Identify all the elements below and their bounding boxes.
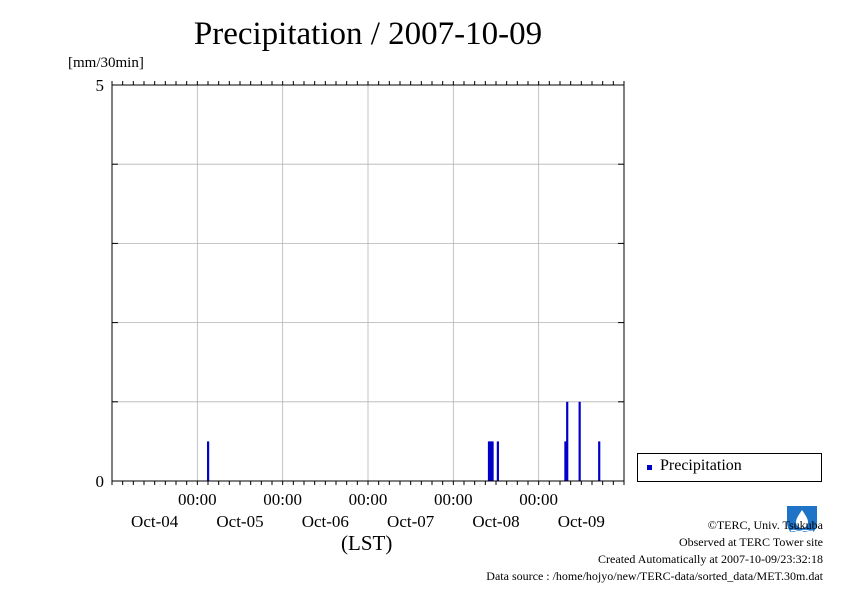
data-source-text: Data source : /home/hojyo/new/TERC-data/… [486, 569, 823, 583]
date-label: Oct-09 [558, 512, 605, 531]
created-text: Created Automatically at 2007-10-09/23:3… [598, 552, 823, 566]
credits: ©TERC, Univ. Tsukuba Observed at TERC To… [486, 517, 823, 585]
date-label: Oct-06 [302, 512, 349, 531]
date-label: Oct-08 [472, 512, 519, 531]
x-tick-label: 00:00 [434, 490, 473, 509]
x-tick-label: 00:00 [349, 490, 388, 509]
legend-label: Precipitation [660, 457, 742, 474]
grid-lines [112, 85, 624, 481]
x-tick-label: 00:00 [178, 490, 217, 509]
precipitation-bar [491, 441, 494, 481]
precipitation-bar [487, 441, 491, 481]
bar-series [207, 401, 601, 481]
tick-labels: 0 5 00:00 00:00 00:00 00:00 00:00 Oct-04 Oct-05 O… [96, 76, 605, 531]
precipitation-bar [578, 401, 581, 481]
precipitation-bar [207, 441, 210, 481]
observed-text: Observed at TERC Tower site [678, 535, 823, 549]
x-tick-label: 00:00 [263, 490, 302, 509]
y-tick-label: 0 [96, 472, 105, 491]
precipitation-bar [489, 441, 492, 481]
legend-swatch [647, 465, 652, 470]
legend: Precipitation [637, 453, 822, 482]
plot-frame [111, 84, 625, 482]
y-tick-label: 5 [96, 76, 105, 95]
precipitation-bar [598, 441, 601, 481]
x-tick-label: 00:00 [519, 490, 558, 509]
x-axis-label: (LST) [341, 531, 393, 555]
axes [111, 81, 625, 485]
date-label: Oct-05 [216, 512, 263, 531]
y-axis-unit-label: [mm/30min] [68, 55, 144, 71]
chart-title: Precipitation / 2007-10-09 [193, 16, 543, 52]
copyright-text: ©TERC, Univ. Tsukuba [707, 518, 823, 532]
precipitation-bar [496, 441, 499, 481]
date-label: Oct-04 [131, 512, 179, 531]
terc-logo-icon [783, 502, 821, 539]
date-label: Oct-07 [387, 512, 435, 531]
precipitation-bar [566, 401, 569, 481]
precipitation-bar [564, 441, 567, 481]
